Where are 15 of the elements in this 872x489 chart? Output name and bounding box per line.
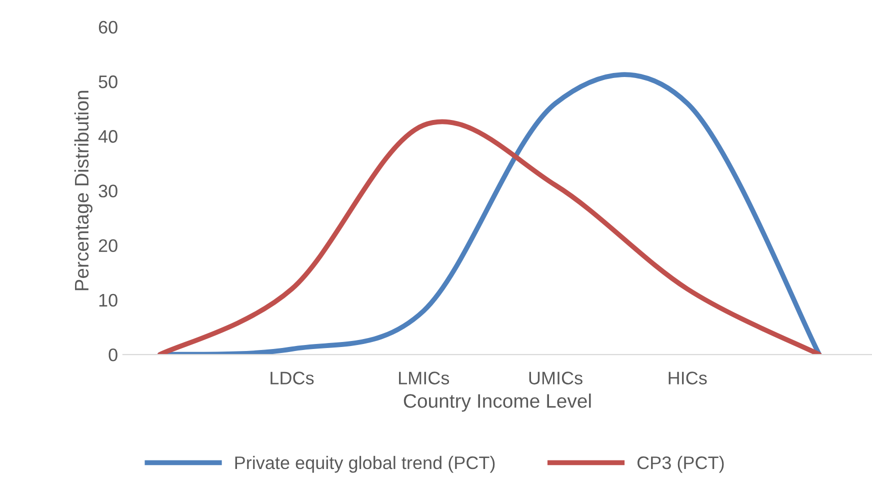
y-tick-label: 10	[99, 294, 118, 307]
x-tick-label: LMICs	[399, 372, 450, 384]
y-tick-label: 20	[98, 239, 118, 252]
y-tick-label: 60	[98, 20, 118, 34]
y-tick-label: 0	[108, 348, 118, 362]
y-axis-title: Percentage Distribution	[74, 90, 92, 290]
y-tick-label: 50	[98, 75, 118, 88]
y-tick-label: 40	[98, 130, 118, 143]
legend-label: Private equity global trend (PCT)	[235, 456, 495, 473]
x-tick-label: LDCs	[270, 372, 314, 384]
y-tick-label: 30	[98, 184, 118, 198]
legend-label: CP3 (PCT)	[637, 456, 724, 473]
x-tick-label: HICs	[668, 372, 707, 384]
x-tick-label: UMICs	[529, 372, 582, 384]
x-axis-title: Country Income Level	[404, 394, 591, 412]
